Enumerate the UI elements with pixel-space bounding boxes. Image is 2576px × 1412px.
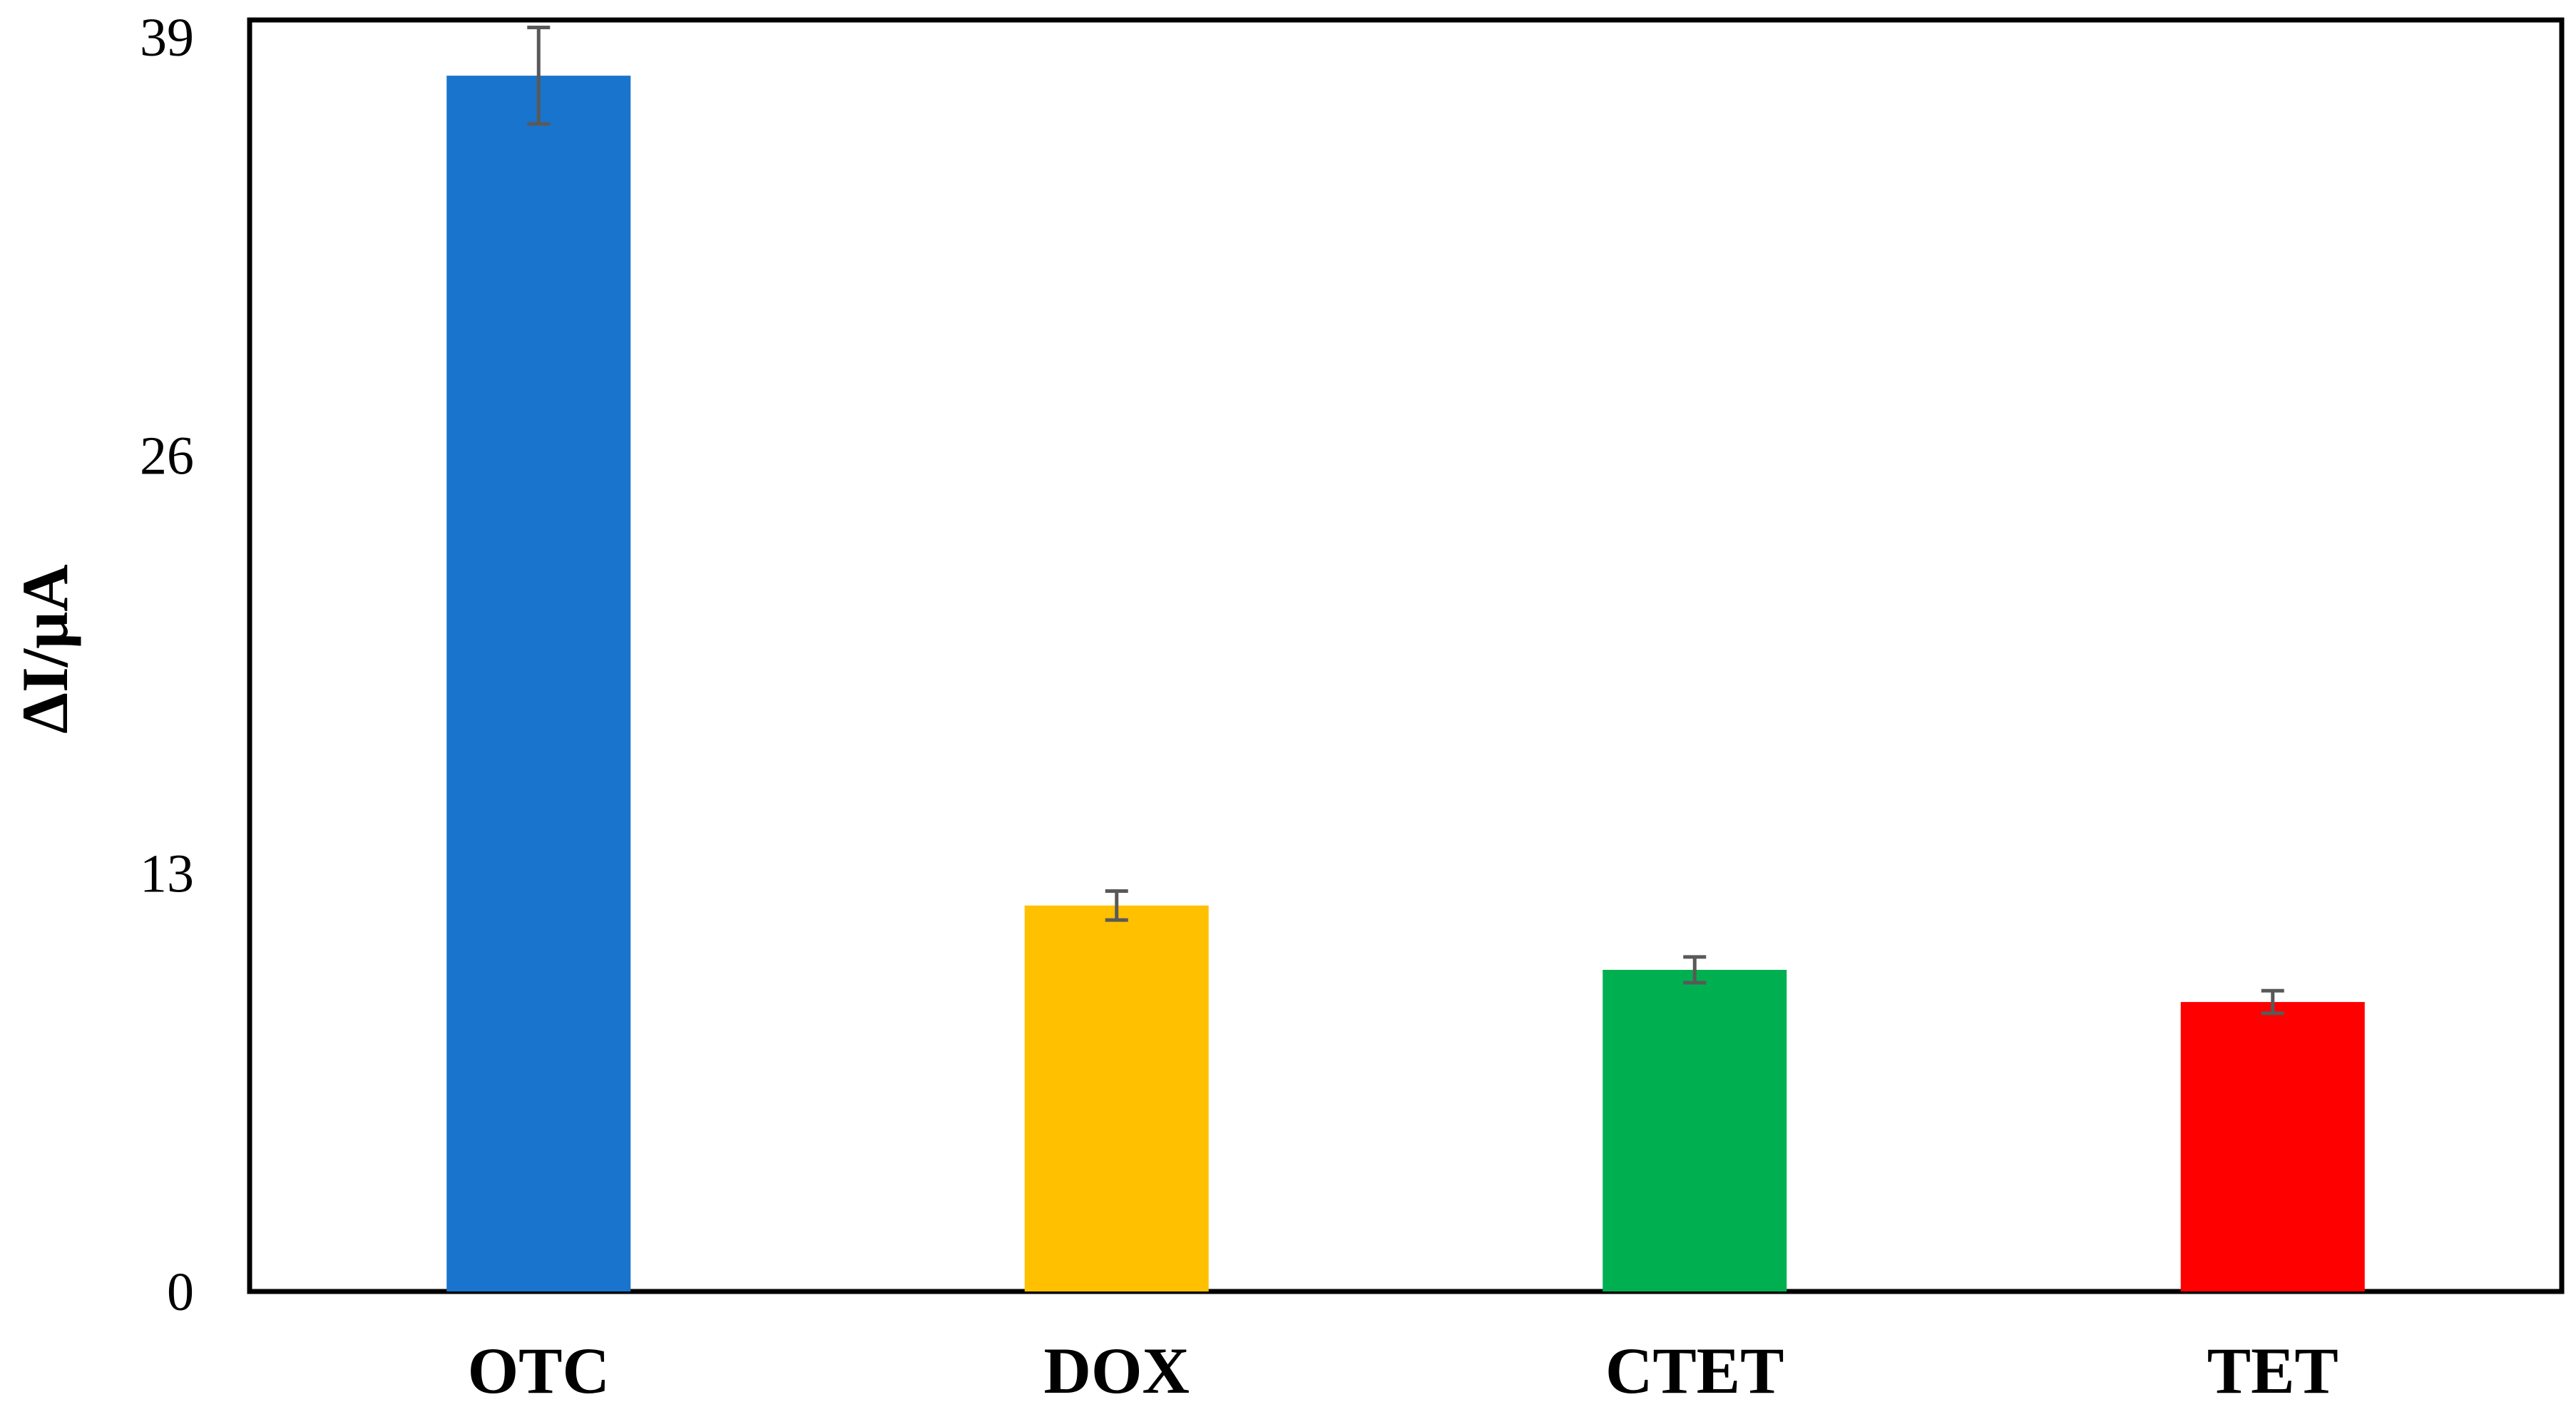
x-category-labels: OTC DOX CTET TET xyxy=(468,1334,2339,1407)
x-category-label: CTET xyxy=(1605,1334,1784,1407)
x-category-label: TET xyxy=(2207,1334,2339,1407)
bar-otc xyxy=(446,76,631,1292)
plot-area-border xyxy=(247,17,2565,1294)
error-bar-otc xyxy=(527,25,551,126)
y-tick-label: 26 xyxy=(140,426,194,486)
x-category-label: DOX xyxy=(1044,1334,1190,1407)
y-tick-label: 13 xyxy=(140,844,194,904)
y-tick-label: 39 xyxy=(140,8,194,68)
bar-tet xyxy=(2180,1002,2365,1291)
y-axis-title: ΔI/μA xyxy=(9,564,81,734)
error-bar-dox xyxy=(1105,889,1128,922)
error-bar-ctet xyxy=(1683,955,1707,985)
bar-ctet xyxy=(1603,969,1787,1291)
error-bar-tet xyxy=(2261,988,2284,1015)
y-tick-labels: 0 13 26 39 xyxy=(140,8,194,1322)
bars xyxy=(446,76,2365,1292)
x-category-label: OTC xyxy=(468,1334,610,1407)
y-tick-label: 0 xyxy=(167,1262,194,1322)
error-bars xyxy=(527,25,2284,1015)
bar-dox xyxy=(1024,905,1209,1291)
